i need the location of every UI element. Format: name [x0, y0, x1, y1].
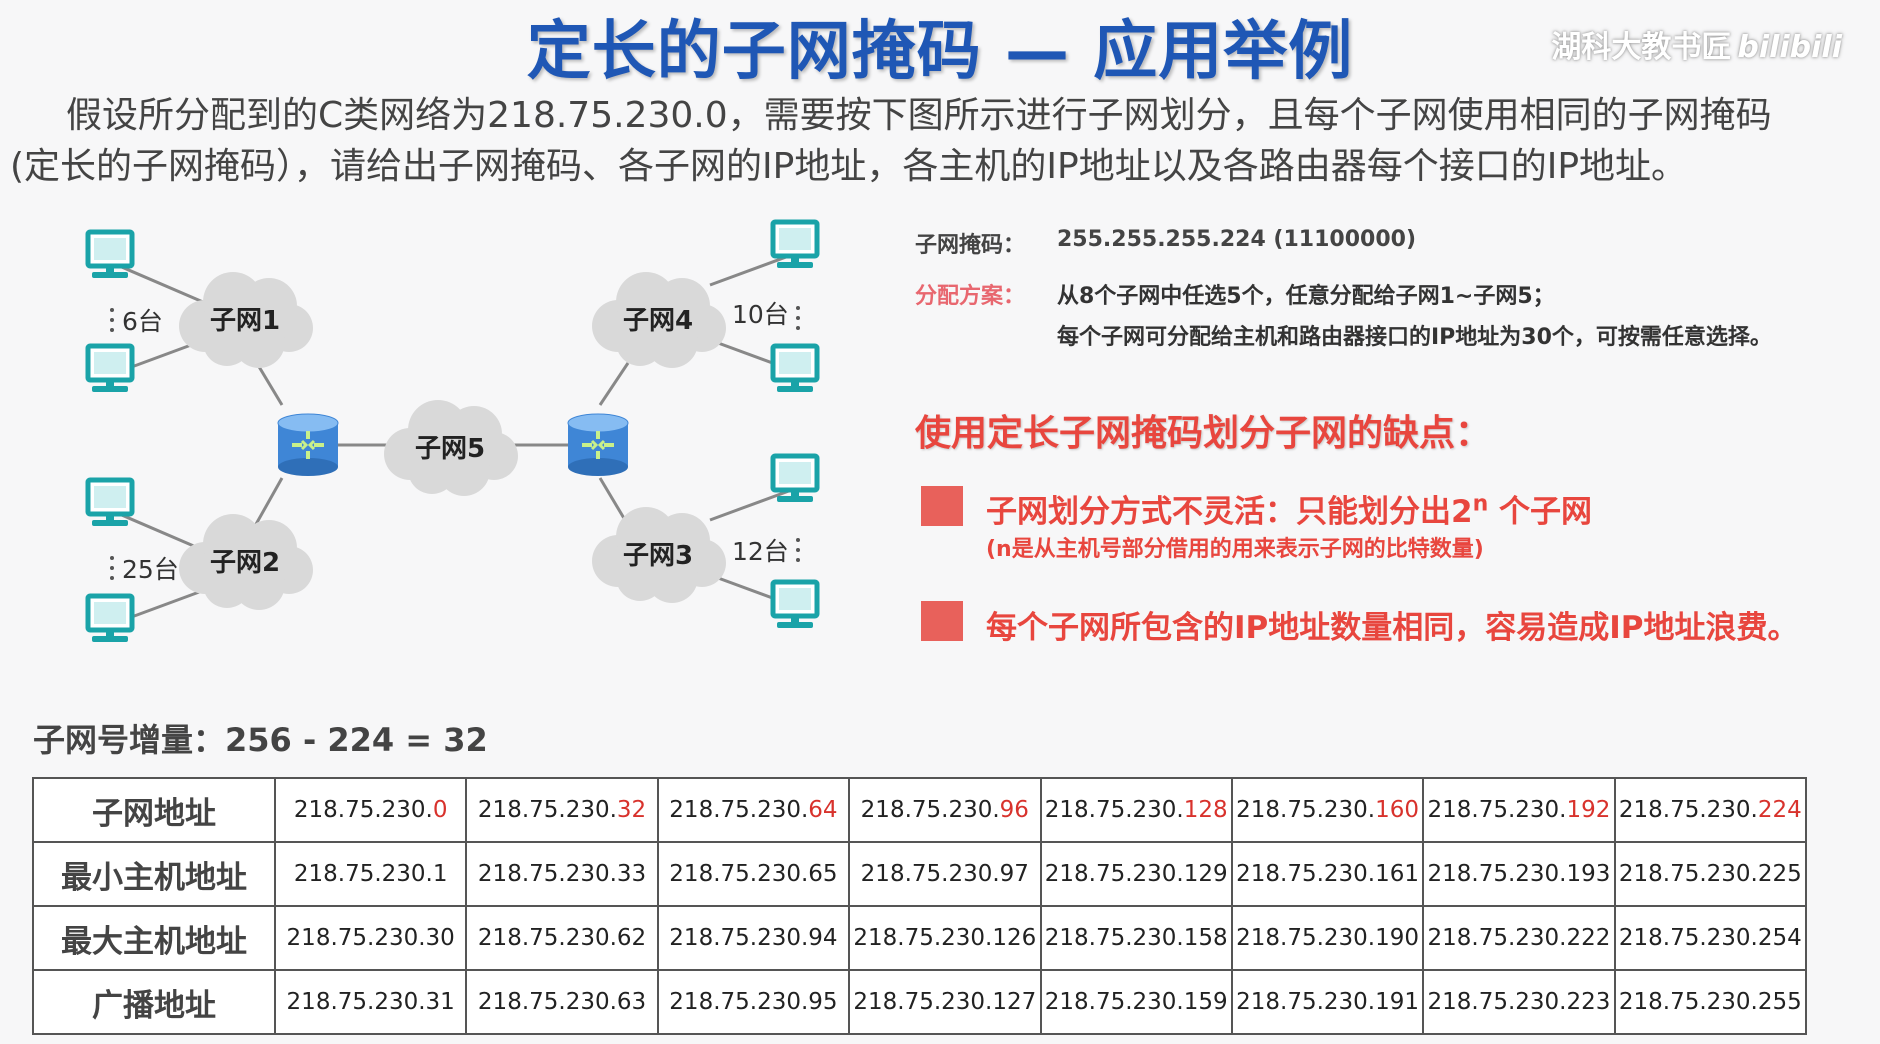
- table-cell: 218.75.230.62: [465, 905, 659, 971]
- table-cell: 218.75.230.64: [656, 777, 851, 843]
- table-cell: 218.75.230.126: [848, 905, 1042, 971]
- table-cell: 218.75.230.127: [848, 969, 1042, 1035]
- bullet-square-icon: [921, 601, 963, 641]
- count-subnet2: 25台: [122, 555, 179, 584]
- router-left-icon: [276, 412, 340, 478]
- table-cell: 218.75.230.255: [1613, 969, 1808, 1035]
- table-cell: 218.75.230.33: [465, 841, 659, 907]
- subnet-increment: 子网号增量：256 - 224 = 32: [33, 721, 488, 759]
- subnet-suffix: 128: [1183, 797, 1228, 823]
- host-1b-icon: [88, 346, 132, 392]
- table-cell: 218.75.230.65: [656, 841, 851, 907]
- drawbacks-title: 使用定长子网掩码划分子网的缺点：: [915, 413, 1492, 454]
- table-cell: 218.75.230.30: [273, 905, 468, 971]
- drawback-1: 子网划分方式不灵活：只能划分出2n 个子网: [986, 486, 1592, 531]
- host-2b-icon: [88, 596, 132, 642]
- table-cell: 218.75.230.160: [1230, 777, 1425, 843]
- table-cell: 218.75.230.192: [1422, 777, 1616, 843]
- intro-line-1: 假设所分配到的C类网络为218.75.230.0，需要按下图所示进行子网划分，且…: [66, 95, 1772, 136]
- count-subnet1: 6台: [122, 307, 163, 336]
- table-cell: 218.75.230.191: [1230, 969, 1425, 1035]
- drawback-1-tail: 个子网: [1488, 494, 1593, 530]
- plan-line-2: 每个子网可分配给主机和路由器接口的IP地址为30个，可按需任意选择。: [1057, 325, 1772, 350]
- table-cell: 218.75.230.95: [656, 969, 851, 1035]
- drawback-1-note: (n是从主机号部分借用的用来表示子网的比特数量): [986, 537, 1484, 562]
- ellipsis-dots: [110, 306, 800, 580]
- table-row: 广播地址 218.75.230.31 218.75.230.63 218.75.…: [32, 969, 1808, 1035]
- table-cell: 218.75.230.96: [848, 777, 1042, 843]
- subnet-suffix: 160: [1375, 797, 1420, 823]
- host-4b-icon: [773, 346, 817, 392]
- drawback-2: 每个子网所包含的IP地址数量相同，容易造成IP地址浪费。: [986, 610, 1799, 646]
- plan-line-1: 从8个子网中任选5个，任意分配给子网1~子网5；: [1057, 284, 1555, 309]
- table-cell: 218.75.230.31: [273, 969, 468, 1035]
- table-cell: 218.75.230.161: [1230, 841, 1425, 907]
- intro-line-2: (定长的子网掩码），请给出子网掩码、各子网的IP地址，各主机的IP地址以及各路由…: [10, 146, 1688, 187]
- label-subnet4: 子网4: [623, 306, 693, 336]
- network-diagram: 子网1 子网2 子网3 子网4 子网5 6台 25台 10台 12台: [60, 210, 860, 670]
- count-subnet3: 12台: [732, 537, 789, 566]
- page-title: 定长的子网掩码 — 应用举例: [526, 15, 1354, 89]
- table-cell: 218.75.230.94: [656, 905, 851, 971]
- label-subnet5: 子网5: [415, 434, 485, 464]
- subnet-prefix: 218.75.230.: [1427, 797, 1567, 823]
- subnet-prefix: 218.75.230.: [477, 797, 617, 823]
- subnet-prefix: 218.75.230.: [293, 797, 433, 823]
- table-cell: 218.75.230.129: [1039, 841, 1233, 907]
- table-row: 最大主机地址 218.75.230.30 218.75.230.62 218.7…: [32, 905, 1808, 971]
- table-cell: 218.75.230.193: [1422, 841, 1616, 907]
- table-cell: 218.75.230.128: [1039, 777, 1233, 843]
- host-3b-icon: [773, 582, 817, 628]
- table-cell: 218.75.230.159: [1039, 969, 1233, 1035]
- subnet-prefix: 218.75.230.: [1236, 797, 1376, 823]
- subnet-prefix: 218.75.230.: [860, 797, 1000, 823]
- table-cell: 218.75.230.190: [1230, 905, 1425, 971]
- watermark-text: 湖科大教书匠: [1551, 30, 1732, 65]
- host-1a-icon: [88, 232, 132, 278]
- label-subnet3: 子网3: [623, 541, 693, 571]
- row-header: 广播地址: [32, 969, 276, 1035]
- table-row: 最小主机地址 218.75.230.1 218.75.230.33 218.75…: [32, 841, 1808, 907]
- row-header: 最大主机地址: [32, 905, 276, 971]
- router-right-icon: [566, 412, 630, 478]
- row-header: 最小主机地址: [32, 841, 276, 907]
- table-cell: 218.75.230.224: [1613, 777, 1808, 843]
- subnet-suffix: 192: [1566, 797, 1611, 823]
- subnet-prefix: 218.75.230.: [1618, 797, 1758, 823]
- row-header: 子网地址: [32, 777, 276, 843]
- table-cell: 218.75.230.97: [848, 841, 1042, 907]
- table-cell: 218.75.230.1: [273, 841, 468, 907]
- table-cell: 218.75.230.0: [273, 777, 468, 843]
- subnet-suffix: 32: [616, 797, 647, 823]
- address-table: 子网地址 218.75.230.0 218.75.230.32 218.75.2…: [32, 777, 1808, 1035]
- subnet-suffix: 224: [1757, 797, 1802, 823]
- subnet-prefix: 218.75.230.: [1044, 797, 1184, 823]
- bilibili-logo-icon: bilibili: [1737, 30, 1842, 65]
- subnet-suffix: 64: [808, 797, 838, 823]
- plan-label: 分配方案：: [915, 284, 1026, 309]
- drawback-1-text: 子网划分方式不灵活：只能划分出2: [986, 494, 1473, 530]
- table-cell: 218.75.230.223: [1422, 969, 1616, 1035]
- table-cell: 218.75.230.222: [1422, 905, 1616, 971]
- host-4a-icon: [773, 222, 817, 268]
- table-cell: 218.75.230.158: [1039, 905, 1233, 971]
- label-subnet2: 子网2: [210, 548, 280, 578]
- subnet-prefix: 218.75.230.: [669, 797, 809, 823]
- label-subnet1: 子网1: [210, 306, 280, 336]
- mask-value: 255.255.255.224 (11100000): [1057, 227, 1416, 252]
- mask-label: 子网掩码：: [915, 233, 1026, 258]
- table-cell: 218.75.230.63: [465, 969, 659, 1035]
- host-2a-icon: [88, 480, 132, 526]
- subnet-suffix: 96: [999, 797, 1029, 823]
- table-cell: 218.75.230.225: [1613, 841, 1808, 907]
- table-cell: 218.75.230.254: [1613, 905, 1808, 971]
- bullet-square-icon: [921, 486, 963, 526]
- count-subnet4: 10台: [732, 300, 789, 329]
- watermark: 湖科大教书匠 bilibili: [1551, 22, 1842, 66]
- table-row: 子网地址 218.75.230.0 218.75.230.32 218.75.2…: [32, 777, 1808, 843]
- subnet-suffix: 0: [432, 797, 448, 823]
- drawback-1-sup: n: [1472, 491, 1489, 517]
- table-cell: 218.75.230.32: [465, 777, 659, 843]
